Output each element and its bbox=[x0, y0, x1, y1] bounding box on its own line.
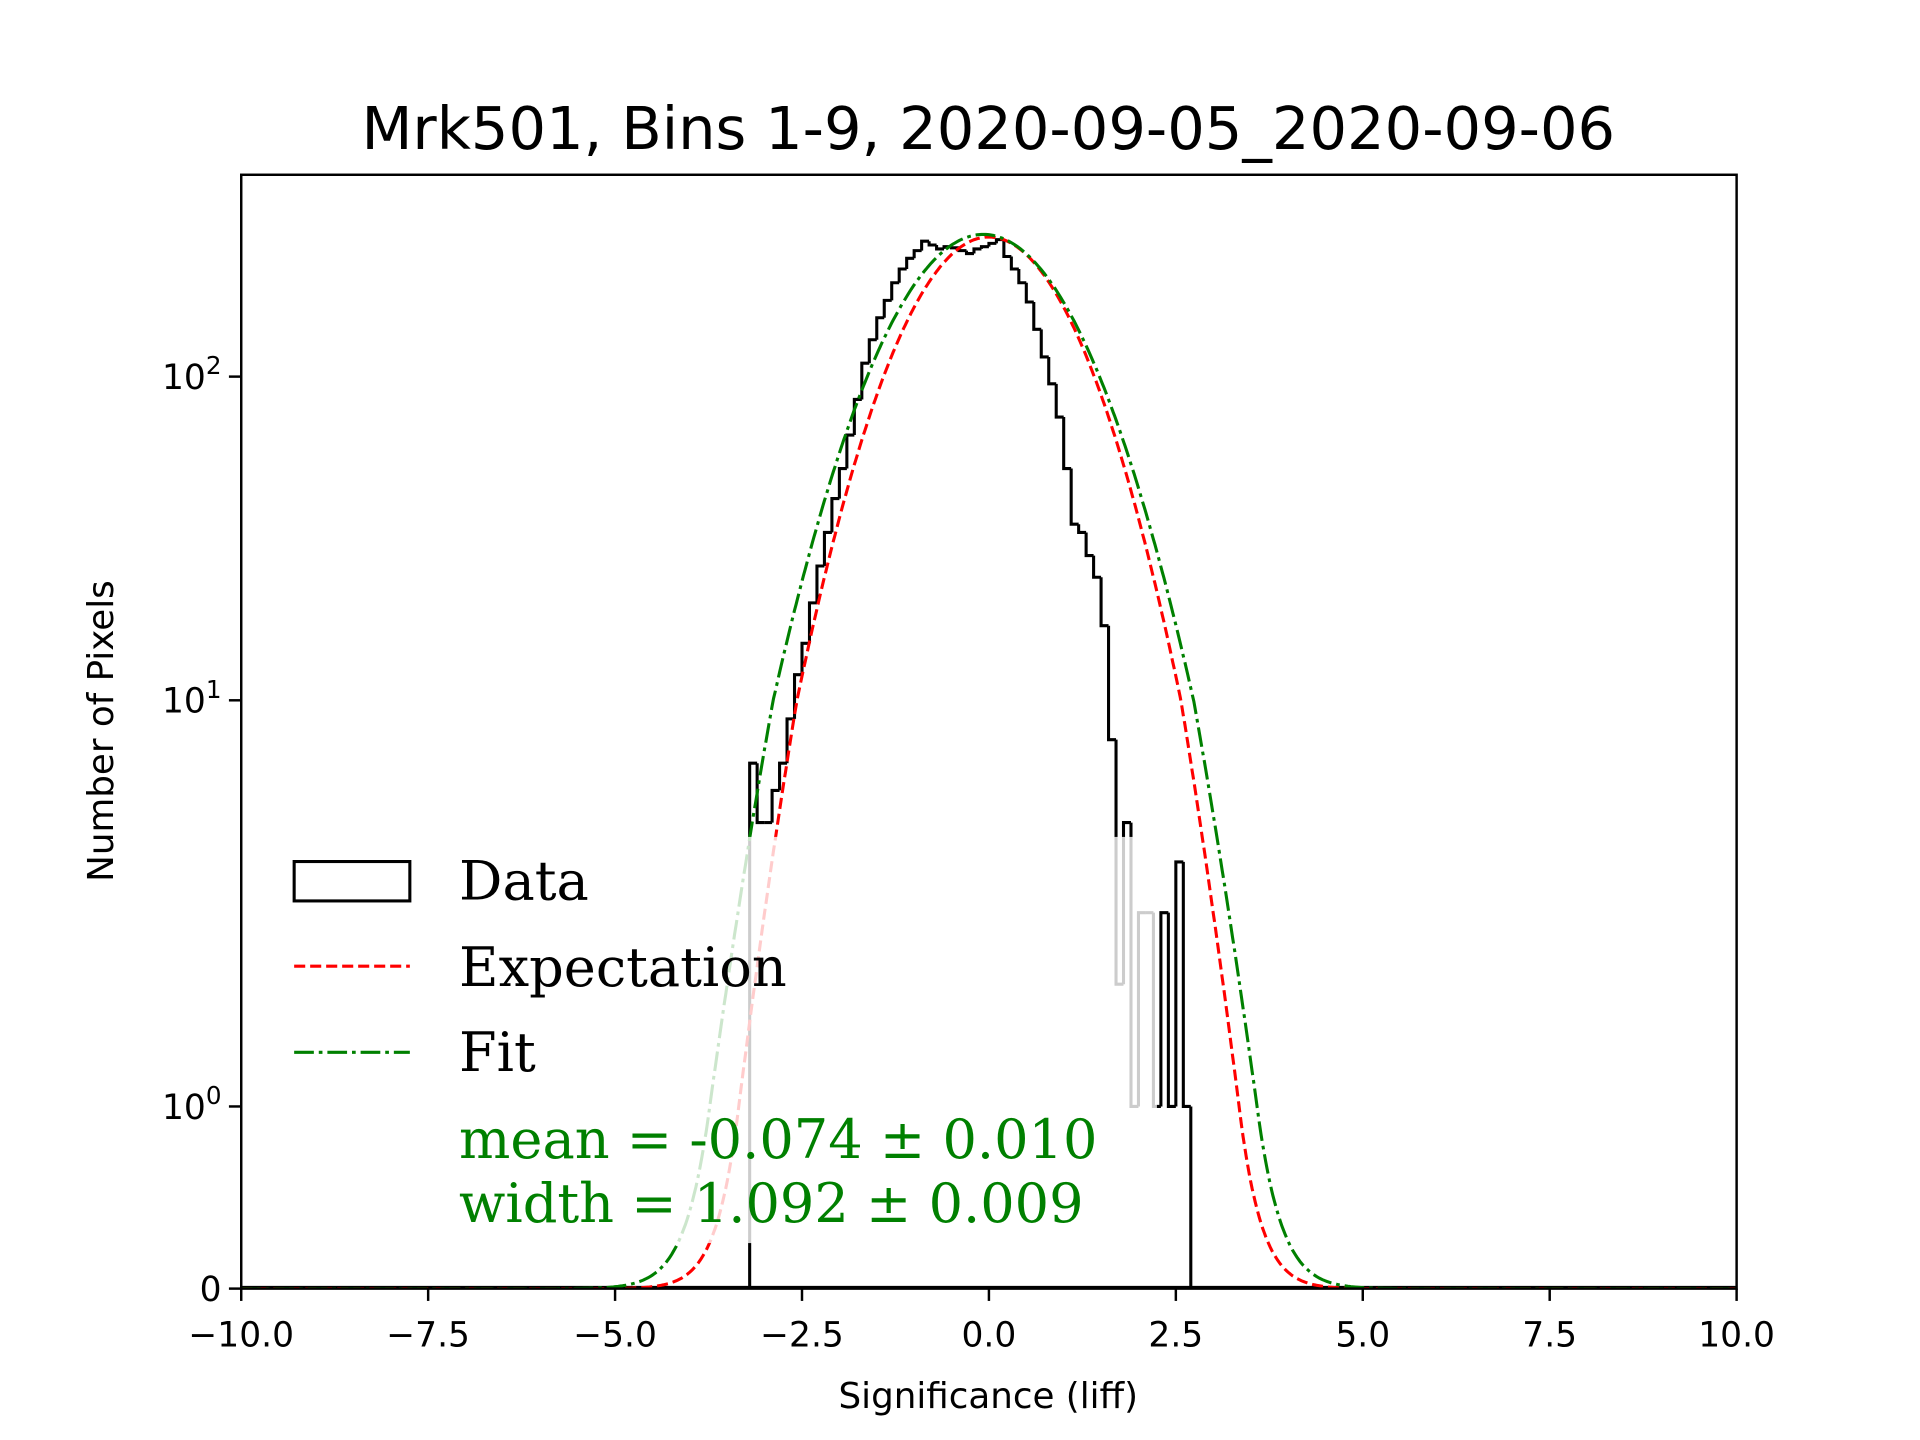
y-tick-exponent: 2 bbox=[206, 351, 222, 380]
hist-bin bbox=[778, 761, 788, 791]
hist-bin bbox=[927, 241, 937, 247]
legend-fit-label: Fit bbox=[459, 1021, 536, 1084]
hist-bin bbox=[950, 246, 960, 250]
chart-title: Mrk501, Bins 1-9, 2020-09-05_2020-09-06 bbox=[361, 94, 1615, 163]
hist-bin bbox=[1062, 417, 1072, 471]
y-tick-base: 10 bbox=[162, 1088, 206, 1128]
hist-bin bbox=[882, 298, 892, 318]
hist-bin bbox=[935, 245, 945, 251]
y-tick-base: 10 bbox=[162, 682, 206, 722]
hist-bin bbox=[1181, 861, 1191, 1108]
hist-bin bbox=[1039, 329, 1049, 359]
y-tick-base: 10 bbox=[162, 358, 206, 398]
hist-bin bbox=[1166, 912, 1176, 1108]
x-tick-label: 7.5 bbox=[1522, 1315, 1577, 1355]
hist-bin bbox=[1084, 532, 1094, 558]
hist-bin bbox=[1047, 356, 1057, 386]
x-tick-label: 10.0 bbox=[1698, 1315, 1775, 1355]
y-tick-exponent: 1 bbox=[206, 675, 222, 704]
y-axis-label: Number of Pixels bbox=[81, 580, 122, 882]
hist-bin bbox=[830, 497, 840, 533]
legend-expectation-label: Expectation bbox=[459, 936, 787, 999]
hist-bin bbox=[800, 641, 810, 675]
hist-bin bbox=[815, 564, 825, 603]
x-tick-label: −2.5 bbox=[760, 1315, 844, 1355]
y-tick-exponent: 0 bbox=[206, 1081, 222, 1110]
hist-bin bbox=[1159, 911, 1169, 1107]
x-tick-label: 0.0 bbox=[962, 1315, 1017, 1355]
hist-bin bbox=[1107, 625, 1117, 742]
curve-fit bbox=[241, 232, 1737, 1289]
hist-bin bbox=[807, 601, 817, 644]
hist-bin bbox=[1069, 468, 1079, 526]
hist-bin bbox=[890, 281, 900, 301]
legend: Data Expectation Fit mean = -0.074 ± 0.0… bbox=[292, 850, 1097, 1235]
hist-bin bbox=[852, 397, 862, 436]
hist-bin bbox=[979, 245, 989, 249]
hist-bin bbox=[912, 249, 922, 259]
legend-background-group bbox=[275, 836, 1157, 1244]
hist-bin bbox=[1054, 383, 1064, 419]
x-axis: −10.0 −7.5 −5.0 −2.5 0.0 2.5 5.0 7.5 10.0 bbox=[188, 1288, 1775, 1355]
y-tick-label: 101 bbox=[162, 675, 222, 722]
hist-bin bbox=[964, 250, 974, 256]
hist-bin bbox=[785, 717, 795, 764]
fit-mean-annotation: mean = -0.074 ± 0.010 bbox=[459, 1108, 1097, 1171]
hist-bin bbox=[1189, 1106, 1199, 1289]
x-tick-label: 5.0 bbox=[1335, 1315, 1390, 1355]
hist-bin bbox=[1092, 555, 1102, 579]
hist-bin bbox=[905, 256, 915, 270]
hist-bin bbox=[875, 316, 885, 340]
hist-bin bbox=[1077, 524, 1087, 535]
fit-width-annotation: width = 1.092 ± 0.009 bbox=[459, 1172, 1084, 1235]
x-tick-label: −7.5 bbox=[386, 1315, 470, 1355]
hist-bin bbox=[837, 467, 847, 499]
hist-bin bbox=[1017, 269, 1027, 285]
legend-box bbox=[275, 836, 1157, 1244]
hist-bin bbox=[1032, 302, 1042, 331]
y-tick-label: 0 bbox=[200, 1270, 222, 1310]
hist-bin bbox=[1024, 282, 1034, 304]
x-axis-label: Significance (liff) bbox=[839, 1376, 1139, 1417]
x-tick-label: 2.5 bbox=[1148, 1315, 1203, 1355]
hist-bin bbox=[822, 530, 832, 566]
hist-bin bbox=[987, 241, 997, 247]
legend-data-label: Data bbox=[459, 850, 589, 913]
y-tick-base: 0 bbox=[200, 1270, 222, 1310]
x-tick-label: −10.0 bbox=[188, 1315, 294, 1355]
hist-bin bbox=[972, 247, 982, 254]
hist-bin bbox=[1009, 256, 1019, 271]
hist-bin bbox=[920, 239, 930, 251]
legend-data-swatch bbox=[292, 860, 412, 903]
x-tick-label: −5.0 bbox=[573, 1315, 657, 1355]
hist-bin bbox=[1174, 860, 1184, 1107]
hist-bin bbox=[897, 267, 907, 283]
hist-bin bbox=[755, 763, 765, 825]
hist-bin bbox=[770, 788, 780, 823]
curve-expectation bbox=[241, 235, 1737, 1289]
hist-bin bbox=[1002, 239, 1012, 259]
hist-bin bbox=[792, 673, 802, 719]
y-tick-label: 100 bbox=[162, 1081, 222, 1128]
hist-bin bbox=[1099, 577, 1109, 628]
y-tick-label: 102 bbox=[162, 351, 222, 398]
hist-bin bbox=[867, 338, 877, 364]
